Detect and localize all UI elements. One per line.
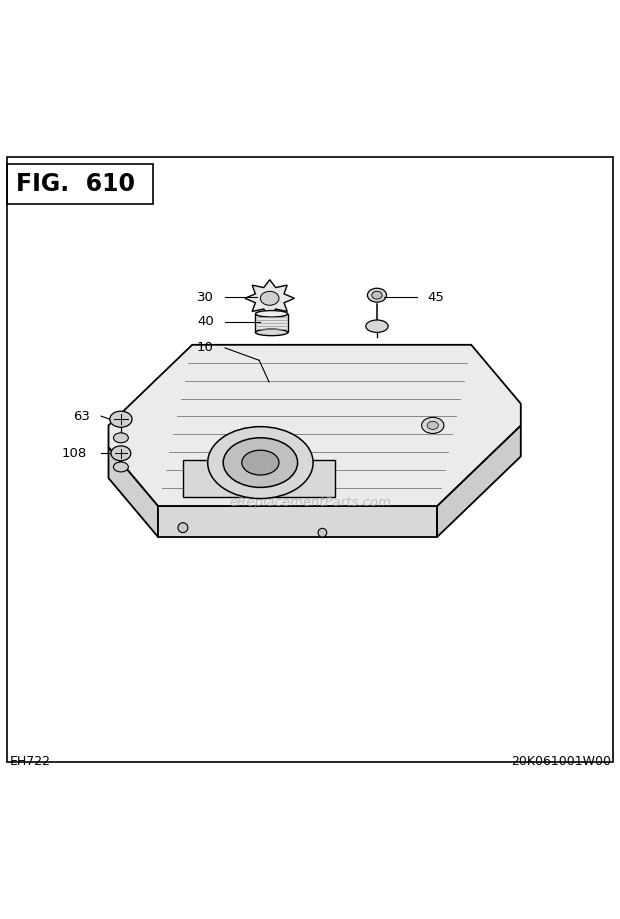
Text: 20K061001W00: 20K061001W00 bbox=[511, 755, 611, 768]
Text: 45: 45 bbox=[428, 290, 445, 303]
Ellipse shape bbox=[113, 433, 128, 443]
Text: FIG.  610: FIG. 610 bbox=[16, 172, 135, 196]
Text: 108: 108 bbox=[61, 447, 87, 460]
Circle shape bbox=[318, 528, 327, 537]
Ellipse shape bbox=[223, 437, 298, 487]
Ellipse shape bbox=[208, 426, 313, 499]
Polygon shape bbox=[158, 506, 437, 537]
Polygon shape bbox=[437, 425, 521, 537]
Ellipse shape bbox=[110, 411, 132, 427]
Ellipse shape bbox=[113, 462, 128, 471]
Polygon shape bbox=[108, 448, 158, 537]
Circle shape bbox=[178, 523, 188, 533]
Ellipse shape bbox=[242, 450, 279, 475]
Ellipse shape bbox=[422, 417, 444, 434]
Polygon shape bbox=[183, 460, 335, 496]
Text: 40: 40 bbox=[197, 315, 214, 328]
Ellipse shape bbox=[260, 291, 279, 305]
Text: 30: 30 bbox=[197, 290, 214, 303]
Text: 10: 10 bbox=[197, 341, 214, 355]
Ellipse shape bbox=[372, 291, 382, 299]
FancyBboxPatch shape bbox=[255, 313, 288, 333]
Ellipse shape bbox=[427, 422, 438, 429]
Polygon shape bbox=[108, 345, 521, 506]
Ellipse shape bbox=[111, 446, 131, 460]
Text: eReplacementParts.com: eReplacementParts.com bbox=[229, 496, 391, 509]
Ellipse shape bbox=[255, 311, 288, 317]
Text: 63: 63 bbox=[73, 410, 90, 423]
Polygon shape bbox=[245, 279, 294, 317]
Ellipse shape bbox=[366, 320, 388, 333]
Ellipse shape bbox=[255, 329, 288, 335]
Text: EH722: EH722 bbox=[9, 755, 50, 768]
Ellipse shape bbox=[368, 289, 386, 302]
